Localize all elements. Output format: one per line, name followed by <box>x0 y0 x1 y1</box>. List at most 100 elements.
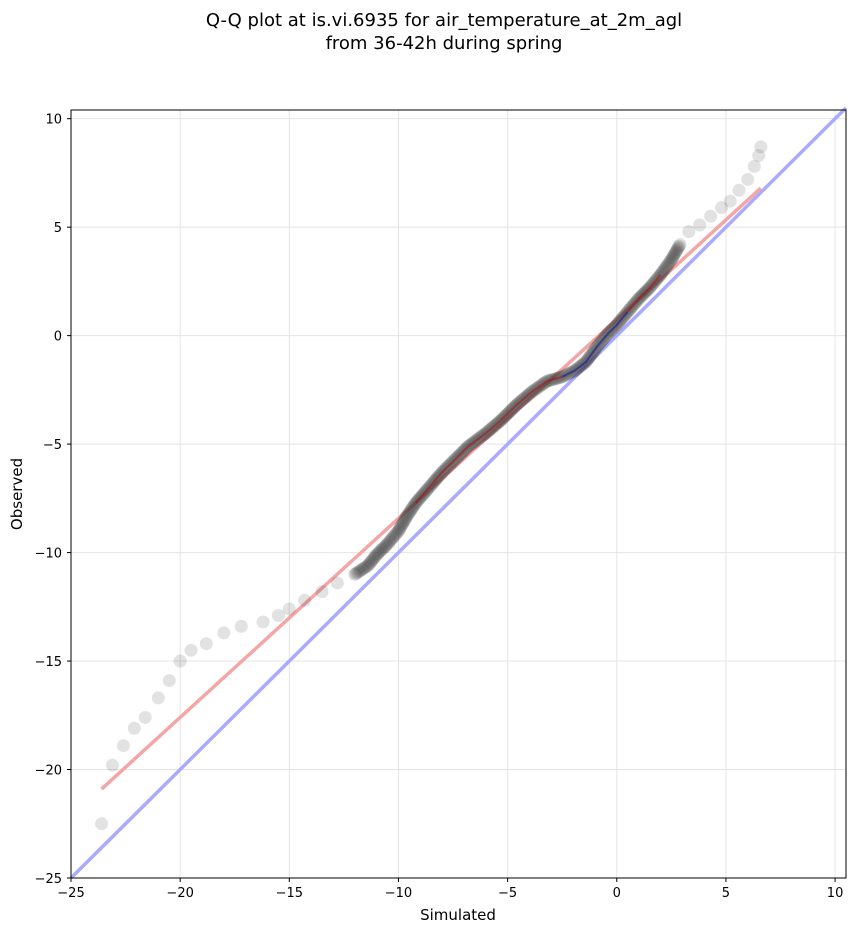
quantile-point <box>406 501 420 515</box>
quantile-point <box>362 557 376 571</box>
quantile-point <box>349 566 363 580</box>
quantile-point <box>385 532 399 546</box>
quantile-point <box>358 561 372 575</box>
x-tick-label: −10 <box>385 886 412 901</box>
quantile-point <box>667 248 681 262</box>
quantile-point <box>372 545 386 559</box>
quantile-point <box>298 593 312 607</box>
quantile-point <box>367 551 381 565</box>
quantile-point <box>682 224 696 238</box>
quantile-point <box>359 560 373 574</box>
quantile-point <box>747 159 761 173</box>
quantile-point <box>741 172 755 186</box>
quantile-point <box>389 527 403 541</box>
y-axis-label: Observed <box>8 458 26 530</box>
quantile-point <box>669 244 683 258</box>
quantile-point <box>394 519 408 533</box>
quantile-point <box>383 534 397 548</box>
quantile-point <box>381 537 395 551</box>
quantile-point <box>704 209 718 223</box>
quantile-point <box>397 514 411 528</box>
quantile-point <box>402 505 416 519</box>
quantile-point <box>657 263 671 277</box>
x-tick-label: −25 <box>57 886 84 901</box>
quantile-point <box>400 509 414 523</box>
quantile-point <box>366 552 380 566</box>
y-tick-label: 10 <box>45 113 62 128</box>
quantile-point <box>378 540 392 554</box>
quantile-point <box>398 512 412 526</box>
quantile-point <box>116 739 130 753</box>
x-tick-label: −15 <box>276 886 303 901</box>
y-tick-label: 0 <box>54 330 62 345</box>
y-tick-label: −20 <box>35 764 62 779</box>
quantile-point <box>127 721 141 735</box>
quantile-point <box>162 674 176 688</box>
quantile-point <box>376 541 390 555</box>
quantile-point <box>401 507 415 521</box>
y-tick-label: −15 <box>35 655 62 670</box>
quantile-point <box>368 549 382 563</box>
quantile-point <box>732 183 746 197</box>
quantile-point <box>664 253 678 267</box>
grid <box>70 110 846 879</box>
quantile-point <box>375 542 389 556</box>
x-tick-label: 10 <box>827 886 844 901</box>
quantile-point <box>661 258 675 272</box>
quantile-point <box>173 654 187 668</box>
quantile-point <box>754 140 768 154</box>
quantile-point <box>348 567 362 581</box>
ticks: −25 −20 −15 −10 −5 0 5 10 −25 −20 −15 −10 −5 0 5 10 <box>35 113 844 901</box>
quantile-point <box>199 637 213 651</box>
quantile-point <box>666 249 680 263</box>
quantile-point <box>752 149 766 163</box>
quantile-point <box>151 691 165 705</box>
quantile-point <box>723 194 737 208</box>
quantile-point <box>672 239 686 253</box>
quantile-point <box>371 546 385 560</box>
fit-line-layer <box>100 186 763 791</box>
quantile-point <box>363 555 377 569</box>
y-tick-label: 5 <box>54 221 62 236</box>
highlight-trace-red-upper <box>626 274 662 313</box>
highlight-trace-red <box>415 375 563 504</box>
fit-line <box>100 186 763 791</box>
quantile-point <box>391 524 405 538</box>
quantile-point <box>386 530 400 544</box>
quantile-point <box>356 562 370 576</box>
plot-frame <box>70 109 847 879</box>
x-axis-label: Simulated <box>420 906 496 924</box>
quantile-point <box>184 643 198 657</box>
quantile-point <box>256 615 270 629</box>
highlight-layer <box>415 274 662 504</box>
x-tick-label: −5 <box>498 886 517 901</box>
quantile-point <box>399 510 413 524</box>
quantile-point <box>392 522 406 536</box>
quantile-point <box>217 626 231 640</box>
quantile-point <box>665 251 679 265</box>
reference-line-layer <box>69 106 848 880</box>
quantile-point <box>361 559 375 573</box>
quantile-point <box>330 576 344 590</box>
quantile-point <box>658 261 672 275</box>
quantile-point <box>670 243 684 257</box>
quantile-point <box>138 710 152 724</box>
chart-title-line-1: Q-Q plot at is.vi.6935 for air_temperatu… <box>206 10 682 31</box>
quantile-point <box>693 218 707 232</box>
quantile-point <box>662 256 676 270</box>
quantile-point <box>370 548 384 562</box>
quantile-point <box>382 535 396 549</box>
y-tick-label: −10 <box>35 547 62 562</box>
highlight-trace-blue <box>561 311 629 378</box>
quantile-point <box>105 758 119 772</box>
x-tick-label: 0 <box>613 886 621 901</box>
quantile-point <box>271 608 285 622</box>
quantile-point <box>663 254 677 268</box>
quantile-point <box>365 554 379 568</box>
y-tick-label: −5 <box>43 438 62 453</box>
quantile-point <box>390 526 404 540</box>
quantile-point <box>379 538 393 552</box>
x-tick-label: −20 <box>166 886 193 901</box>
quantile-point <box>234 619 248 633</box>
